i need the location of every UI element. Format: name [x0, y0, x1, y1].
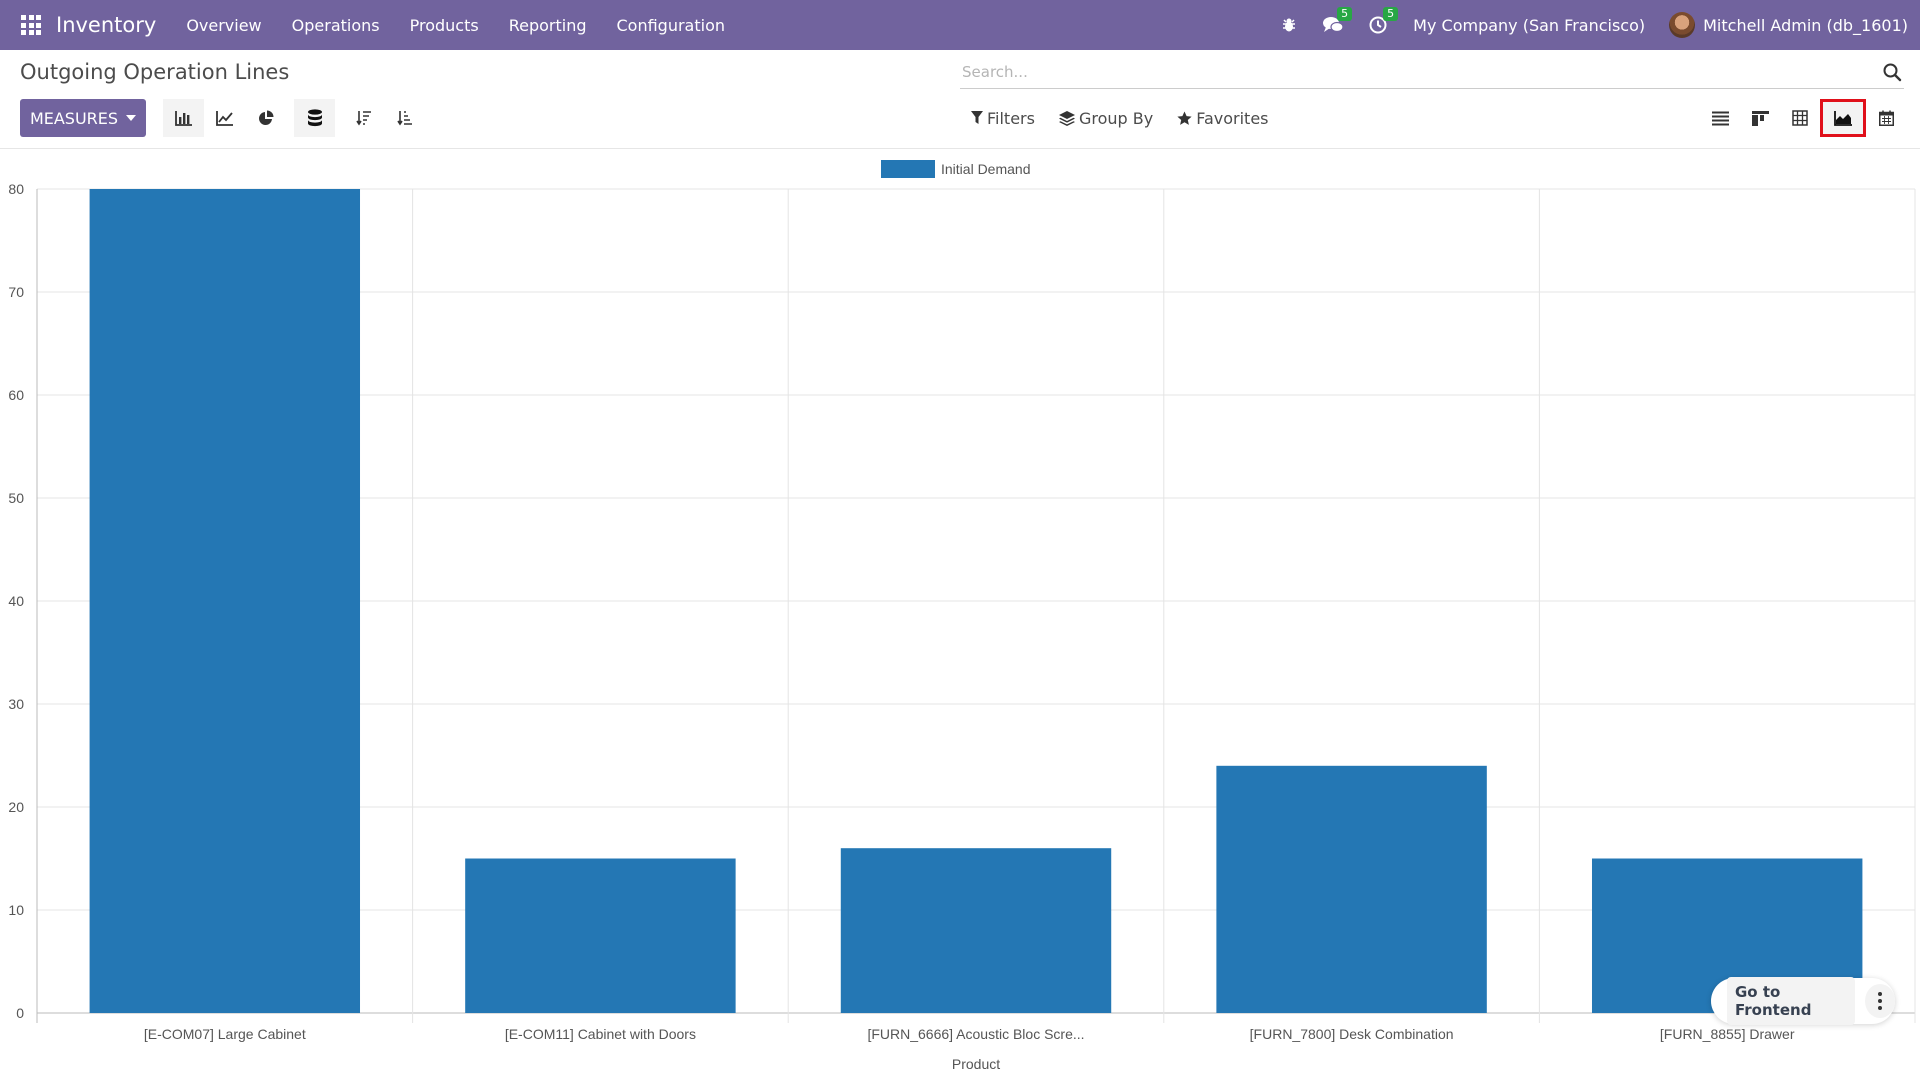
y-tick-label: 50 — [8, 490, 24, 506]
chart-bars — [89, 189, 1863, 1014]
legend-swatch — [881, 160, 935, 178]
y-tick-label: 60 — [8, 387, 24, 403]
activities-count-badge: 5 — [1383, 7, 1399, 21]
menu-configuration[interactable]: Configuration — [616, 15, 725, 35]
menu-products[interactable]: Products — [409, 15, 479, 35]
y-tick-label: 0 — [16, 1005, 24, 1021]
apps-menu-icon[interactable] — [21, 15, 41, 35]
stacked-database-icon[interactable] — [294, 99, 335, 137]
search-input[interactable] — [960, 62, 1882, 81]
pie-chart-icon[interactable] — [245, 99, 286, 137]
search-bar — [960, 55, 1904, 89]
menu-operations[interactable]: Operations — [291, 15, 380, 35]
bar[interactable] — [840, 848, 1112, 1013]
graph-view-icon[interactable] — [1820, 99, 1866, 137]
messages-icon[interactable]: 5 — [1323, 7, 1353, 34]
y-tick-label: 80 — [8, 181, 24, 197]
control-panel-divider — [0, 148, 1920, 149]
legend-label: Initial Demand — [941, 161, 1031, 177]
more-options-icon[interactable] — [1865, 984, 1895, 1018]
sort-descending-icon[interactable] — [343, 99, 384, 137]
favorites-dropdown[interactable]: Favorites — [1177, 108, 1269, 128]
layers-icon — [1058, 110, 1075, 126]
x-tick-label: [FURN_7800] Desk Combination — [1250, 1026, 1454, 1042]
chart-toolbar — [163, 99, 425, 137]
activities-clock-icon[interactable]: 5 — [1369, 7, 1399, 34]
filters-dropdown[interactable]: Filters — [971, 109, 1035, 128]
user-menu[interactable]: Mitchell Admin (db_1601) — [1703, 15, 1908, 35]
bar[interactable] — [89, 189, 361, 1013]
go-to-frontend-button[interactable]: Go to Frontend — [1727, 977, 1855, 1025]
debug-bug-icon[interactable] — [1281, 17, 1297, 33]
measures-button[interactable]: MEASURES — [20, 99, 146, 137]
top-navbar: Inventory Overview Operations Products R… — [0, 0, 1920, 50]
sort-ascending-icon[interactable] — [384, 99, 425, 137]
menu-overview[interactable]: Overview — [186, 15, 262, 35]
page-title: Outgoing Operation Lines — [20, 60, 290, 84]
menu-reporting[interactable]: Reporting — [508, 15, 587, 35]
y-tick-label: 20 — [8, 799, 24, 815]
y-tick-label: 40 — [8, 593, 24, 609]
go-to-frontend-widget: Go to Frontend — [1711, 977, 1895, 1025]
bar-chart-icon[interactable] — [163, 99, 204, 137]
kanban-view-icon[interactable] — [1740, 99, 1780, 137]
y-tick-label: 10 — [8, 902, 24, 918]
pivot-view-icon[interactable] — [1780, 99, 1820, 137]
search-icon[interactable] — [1882, 62, 1902, 82]
x-axis-label: Product — [952, 1056, 1000, 1072]
x-tick-label: [FURN_8855] Drawer — [1660, 1026, 1795, 1042]
x-tick-label: [FURN_6666] Acoustic Bloc Scre... — [867, 1026, 1084, 1042]
filters-label: Filters — [987, 108, 1035, 128]
favorites-label: Favorites — [1196, 108, 1269, 128]
app-name[interactable]: Inventory — [56, 13, 157, 37]
caret-down-icon — [126, 115, 137, 121]
line-chart-icon[interactable] — [204, 99, 245, 137]
user-avatar[interactable] — [1669, 12, 1696, 38]
y-tick-label: 70 — [8, 284, 24, 300]
list-view-icon[interactable] — [1700, 99, 1740, 137]
y-tick-label: 30 — [8, 696, 24, 712]
bar[interactable] — [1216, 765, 1487, 1013]
calendar-view-icon[interactable] — [1866, 99, 1906, 137]
bar-chart: 0 10 20 30 40 50 60 70 80 [E-COM07] Large Cabinet… — [8, 160, 1916, 1072]
view-switcher — [1700, 99, 1906, 137]
x-tick-label: [E-COM11] Cabinet with Doors — [505, 1026, 696, 1042]
x-tick-label: [E-COM07] Large Cabinet — [144, 1026, 306, 1042]
messages-count-badge: 5 — [1337, 7, 1353, 21]
measures-label: MEASURES — [29, 108, 119, 128]
company-switcher[interactable]: My Company (San Francisco) — [1413, 15, 1646, 35]
filter-funnel-icon — [971, 111, 983, 124]
chart-ticks: 0 10 20 30 40 50 60 70 80 [E-COM07] Large Cabinet… — [8, 181, 1794, 1042]
group-by-label: Group By — [1078, 108, 1154, 128]
search-panel-toggles: Filters Group By Favorites — [971, 99, 1293, 137]
group-by-dropdown[interactable]: Group By — [1058, 108, 1154, 128]
chart-legend[interactable]: Initial Demand — [881, 160, 1031, 178]
star-icon — [1177, 111, 1192, 125]
bar[interactable] — [465, 858, 736, 1014]
